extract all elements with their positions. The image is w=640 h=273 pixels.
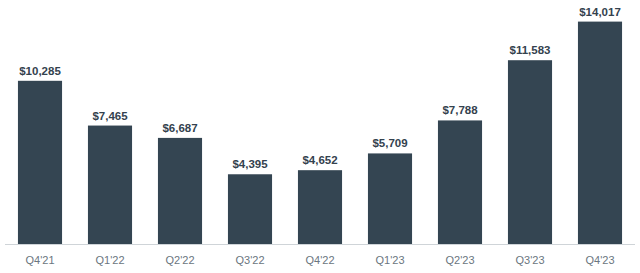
bar	[578, 22, 622, 244]
bar	[88, 126, 132, 244]
bar	[368, 153, 412, 244]
bars	[18, 22, 622, 244]
data-label: $4,652	[302, 154, 337, 166]
chart: $10,285 $7,465 $6,687 $4,395 $4,652 $5,709 $7,…	[0, 0, 640, 273]
bar	[508, 60, 552, 244]
data-label: $7,788	[442, 104, 478, 116]
bar	[158, 138, 202, 244]
x-tick-label: Q1'23	[375, 254, 404, 266]
x-tick-label: Q4'21	[25, 254, 54, 266]
data-label: $14,017	[579, 6, 621, 18]
chart-container: $10,285 $7,465 $6,687 $4,395 $4,652 $5,709 $7,…	[0, 0, 640, 273]
data-label: $6,687	[162, 122, 197, 134]
data-label: $4,395	[232, 158, 268, 170]
bar	[298, 170, 342, 244]
data-label: $11,583	[510, 44, 551, 56]
data-label: $5,709	[372, 137, 407, 149]
x-tick-label: Q1'22	[95, 254, 124, 266]
x-tick-label: Q2'22	[165, 254, 194, 266]
data-label: $10,285	[19, 65, 61, 77]
x-tick-label: Q3'22	[235, 254, 264, 266]
x-tick-label: Q3'23	[515, 254, 544, 266]
bar	[18, 81, 62, 244]
x-tick-label: Q4'22	[305, 254, 334, 266]
x-tick-label: Q2'23	[445, 254, 474, 266]
data-label: $7,465	[92, 110, 128, 122]
bar	[228, 174, 272, 244]
x-tick-label: Q4'23	[585, 254, 614, 266]
x-axis-line	[5, 244, 635, 245]
bar	[438, 120, 482, 244]
